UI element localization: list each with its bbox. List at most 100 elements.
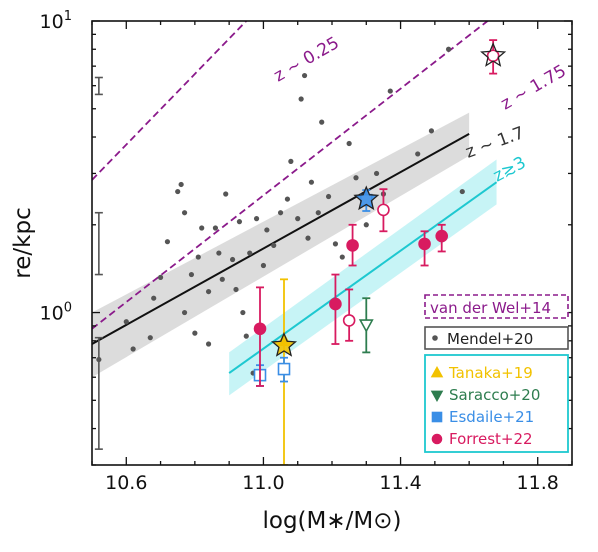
point-3-6 [435,229,449,243]
mendel-point-15 [205,288,212,295]
y-tick-label-0: 100 [40,301,72,325]
mendel-point-50 [387,88,393,94]
y-axis-title: re/kpc [10,207,36,278]
x-tick-label-0: 10.6 [105,472,147,494]
mendel-point-54 [459,188,465,195]
mendel-point-41 [319,119,325,125]
point-3-5 [418,237,431,251]
x-tick-label-2: 11.4 [379,472,421,494]
mendel-point-12 [192,330,198,336]
mendel-point-3 [147,335,153,341]
star-marker-1 [353,185,380,211]
mendel-point-4 [151,295,157,301]
mendel-point-20 [223,191,229,197]
mendel-point-2 [130,346,136,352]
mendel-point-31 [271,242,277,248]
legend-mendel-label: Mendel+20 [447,330,533,348]
mendel-point-25 [243,333,249,339]
mendel-point-1 [123,319,129,325]
mendel-point-17 [212,225,219,231]
mendel-point-10 [181,309,188,316]
mendel-point-40 [315,210,321,216]
mendel-point-42 [325,193,332,200]
x-axis-title: log(M∗/M⊙) [263,508,402,534]
mendel-point-18 [216,250,222,256]
mendel-point-53 [445,46,452,52]
mendel-point-37 [301,72,308,79]
mendel-point-13 [195,254,201,260]
x-tick-label-1: 11.0 [242,472,284,494]
mendel-point-48 [373,170,380,177]
legend-vdw-label: van der Wel+14 [430,299,551,317]
point-3-0 [253,322,267,336]
point-3-1 [329,297,342,311]
mendel-point-8 [178,181,184,188]
plot-area [92,21,507,465]
mendel-point-32 [277,210,284,216]
legend-vdw-box [424,294,569,319]
mendel-point-43 [332,241,339,247]
legend-label-3: Forrest+22 [449,430,533,448]
legend-label-0: Tanaka+19 [448,364,533,382]
mendel-point-46 [353,175,359,181]
legend-samples-box [424,354,569,453]
mendel-point-51 [415,151,421,157]
mendel-point-30 [264,227,270,233]
x-axis-title-text: log(M∗/M⊙) [263,508,402,534]
mendel-point-36 [298,96,304,102]
legend: van der Wel+14 Mendel+20 Tanaka+19 Saracco+… [424,294,569,453]
mendel-point-26 [247,250,253,256]
mendel-point-38 [305,235,311,241]
legend-marker-1 [430,390,444,403]
label-z175: z ~ 1.75 [498,61,570,114]
mendel-point-44 [339,254,345,260]
mendel-point-45 [346,140,352,147]
star-marker-0 [270,331,298,357]
legend-mendel-marker [432,335,438,341]
mendel-point-33 [284,196,291,202]
mendel-point-19 [219,276,225,282]
mendel-point-47 [363,222,369,228]
mendel-point-39 [308,179,315,185]
label-z3: z≳3 [490,153,529,187]
legend-label-1: Saracco+20 [449,386,540,404]
mendel-point-6 [164,239,171,245]
series-saracco-20 [358,297,374,354]
legend-marker-3 [431,433,443,445]
mendel-point-34 [288,158,294,164]
series-forrest-22 [253,39,500,387]
legend-marker-2 [431,411,443,423]
mendel-point-16 [205,341,212,347]
mendel-point-11 [188,271,195,278]
vdw-line-1 [92,21,490,330]
point-3-3 [346,239,359,252]
y-axis-title-text: re/kpc [10,207,36,278]
mendel-point-21 [229,256,236,263]
mendel-point-5 [157,274,164,280]
vdw-line-0 [92,21,248,181]
point-3-2 [342,314,356,327]
label-z025: z ~ 0.25 [271,33,343,86]
mendel-point-28 [253,216,260,222]
y-tick-label-1: 101 [40,9,72,33]
point-1-0 [358,319,374,333]
legend-mendel-box [424,326,569,350]
mendel-point-29 [260,262,267,269]
mendel-point-24 [240,309,246,316]
mendel-point-14 [199,225,205,231]
x-tick-label-3: 11.8 [517,472,559,494]
axes: 10.6 11.0 11.4 11.8 100 101 [40,9,573,494]
legend-label-2: Esdaile+21 [449,408,534,426]
star-marker-2 [480,41,507,67]
mendel-point-35 [295,216,301,222]
mendel-point-22 [233,286,239,293]
legend-marker-0 [430,365,444,378]
mendel-point-7 [175,188,181,195]
point-3-4 [377,203,390,217]
mendel-fit-line [92,133,470,345]
mendel-point-52 [428,128,435,134]
point-2-1 [277,362,291,376]
mendel-point-9 [181,210,188,216]
mendel-point-23 [236,219,243,225]
